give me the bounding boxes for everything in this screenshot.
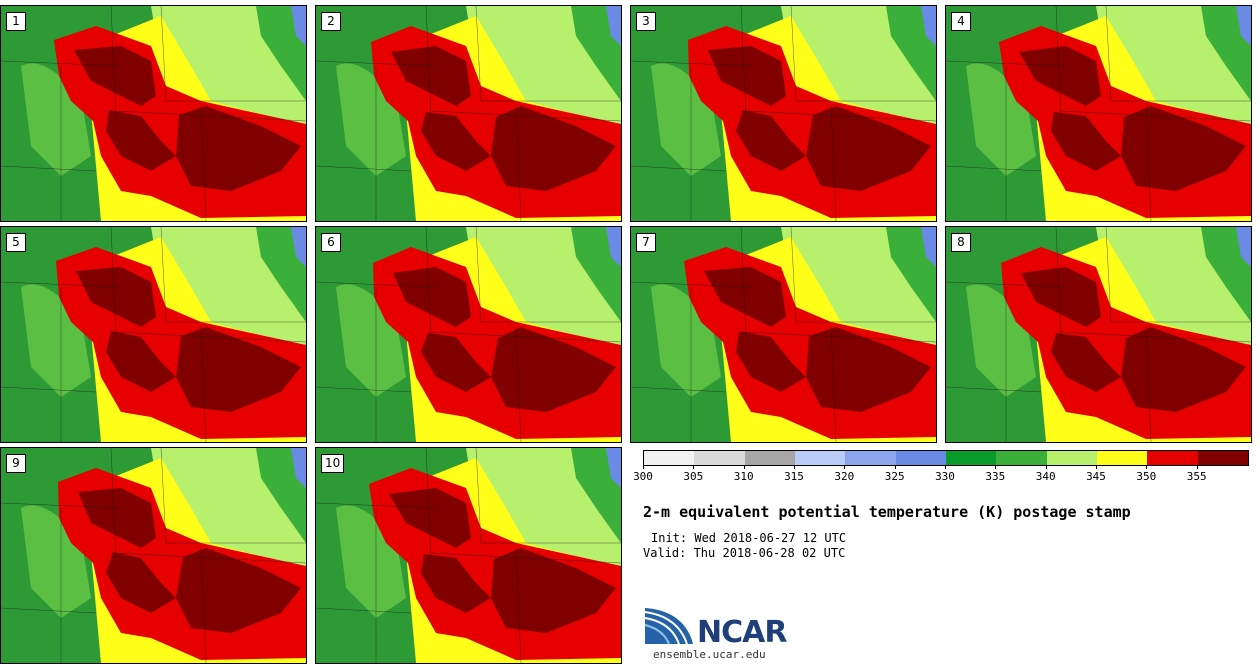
ncar-logo-text: NCAR — [697, 615, 787, 650]
colorbar-tick-mark — [1096, 465, 1097, 469]
colorbar-segment — [895, 451, 946, 465]
map-panel-9: 9 — [0, 447, 307, 664]
colorbar-segment — [1147, 451, 1198, 465]
colorbar-segment — [1197, 451, 1248, 465]
member-label: 3 — [636, 12, 656, 31]
colorbar-tick-label: 300 — [633, 470, 653, 483]
member-label: 4 — [951, 12, 971, 31]
init-time: Init: Wed 2018-06-27 12 UTC — [651, 531, 847, 545]
colorbar-segment — [744, 451, 795, 465]
member-label: 2 — [321, 12, 341, 31]
colorbar-segment — [996, 451, 1047, 465]
colorbar-tick-mark — [844, 465, 846, 469]
member-label: 10 — [321, 454, 345, 473]
colorbar-tick-label: 350 — [1136, 470, 1157, 483]
map-panel-1: 1 — [0, 5, 307, 222]
colorbar-tick-label: 305 — [683, 470, 704, 483]
colorbar-tick-mark — [1196, 465, 1198, 469]
website-url: ensemble.ucar.edu — [653, 648, 766, 661]
colorbar-tick-label: 345 — [1086, 470, 1106, 483]
map-panel-2: 2 — [315, 5, 622, 222]
colorbar-tick-mark — [743, 465, 745, 469]
colorbar-tick-mark — [995, 465, 997, 469]
colorbar-segment — [845, 451, 896, 465]
map-panel-4: 4 — [945, 5, 1252, 222]
colorbar-tick-mark — [945, 465, 946, 469]
map-panel-8: 8 — [945, 226, 1252, 443]
colorbar-segment — [945, 451, 997, 465]
colorbar-tick-label: 330 — [935, 470, 955, 483]
colorbar-tick-label: 310 — [733, 470, 754, 483]
figure-title: 2-m equivalent potential temperature (K)… — [643, 503, 1131, 521]
valid-time: Valid: Thu 2018-06-28 02 UTC — [643, 546, 846, 560]
map-panel-10: 10 — [315, 447, 622, 664]
ncar-logo-icon — [644, 608, 693, 645]
colorbar-tick-mark — [693, 465, 695, 469]
member-label: 9 — [6, 454, 26, 473]
member-label: 8 — [951, 233, 971, 252]
colorbar-tick-mark — [794, 465, 795, 469]
map-panel-7: 7 — [630, 226, 937, 443]
member-label: 1 — [6, 12, 26, 31]
map-panel-6: 6 — [315, 226, 622, 443]
colorbar-segment — [794, 451, 846, 465]
colorbar-tick-label: 325 — [884, 470, 905, 483]
colorbar-tick-label: 320 — [834, 470, 855, 483]
colorbar-segment — [694, 451, 745, 465]
colorbar-segment — [1096, 451, 1148, 465]
colorbar-tick-mark — [1045, 465, 1047, 469]
map-panel-5: 5 — [0, 226, 307, 443]
colorbar-tick-mark — [1146, 465, 1148, 469]
colorbar-tick-label: 340 — [1035, 470, 1056, 483]
colorbar-tick-mark — [894, 465, 896, 469]
map-panel-3: 3 — [630, 5, 937, 222]
member-label: 7 — [636, 233, 656, 252]
member-label: 6 — [321, 233, 341, 252]
colorbar-segment — [644, 451, 695, 465]
colorbar — [643, 450, 1249, 466]
colorbar-segment — [1046, 451, 1097, 465]
colorbar-tick-label: 335 — [985, 470, 1006, 483]
member-label: 5 — [6, 233, 26, 252]
colorbar-tick-label: 315 — [784, 470, 804, 483]
colorbar-tick-mark — [643, 465, 644, 469]
colorbar-tick-label: 355 — [1186, 470, 1207, 483]
